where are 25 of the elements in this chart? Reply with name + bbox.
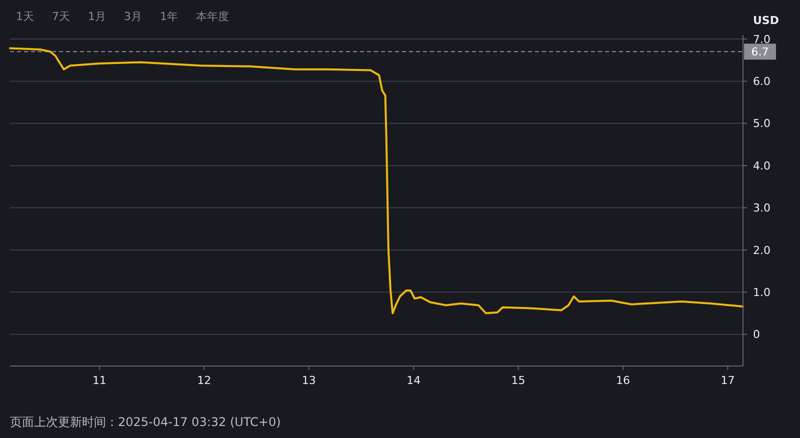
x-tick-label: 12 bbox=[197, 374, 212, 387]
y-tick-label: 5.0 bbox=[753, 117, 770, 130]
text: 页面上次更新时间：2025-04-17 03:32 (UTC+0) bbox=[10, 415, 281, 429]
text: 本年度 bbox=[196, 10, 229, 23]
x-tick-label: 11 bbox=[92, 374, 106, 387]
ref-line-label: 6.7 bbox=[751, 46, 769, 59]
y-tick-label: 2.0 bbox=[753, 244, 770, 257]
line-series bbox=[9, 47, 744, 314]
x-tick-label: 17 bbox=[720, 374, 735, 387]
text: 1月 bbox=[88, 10, 106, 23]
y-tick-label: 7.0 bbox=[753, 32, 770, 46]
x-tick-label: 16 bbox=[616, 374, 630, 387]
text: 3月 bbox=[124, 10, 142, 23]
y-tick-label: 6.0 bbox=[753, 75, 770, 88]
y-tick-label: 1.0 bbox=[753, 286, 770, 300]
y-tick-label: 0 bbox=[753, 328, 760, 342]
x-tick-label: 13 bbox=[302, 374, 316, 387]
text: 7天 bbox=[52, 10, 70, 23]
x-tick-label: 15 bbox=[511, 374, 526, 387]
y-axis-title: USD bbox=[753, 14, 779, 27]
text: 1天 bbox=[16, 10, 34, 23]
y-tick-label: 4.0 bbox=[753, 159, 770, 172]
text: 1年 bbox=[160, 10, 178, 23]
x-tick-label: 14 bbox=[406, 374, 421, 387]
y-tick-label: 3.0 bbox=[753, 202, 770, 215]
